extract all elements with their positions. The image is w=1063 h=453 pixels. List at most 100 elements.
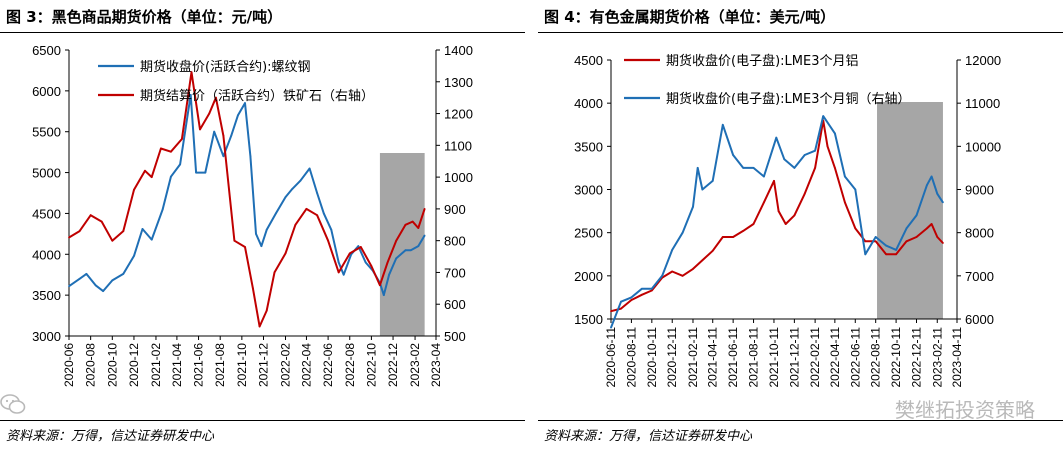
y-right-tick-label: 1000 (444, 170, 473, 185)
x-tick-label: 2020-08-11 (624, 327, 638, 388)
data-point (696, 167, 699, 169)
data-point (230, 134, 233, 137)
data-point (161, 208, 164, 211)
x-tick-label: 2021-04-11 (706, 327, 720, 388)
data-point (905, 240, 908, 243)
data-point (777, 210, 780, 213)
data-point (199, 128, 201, 131)
legend-label: 期货收盘价(活跃合约):螺纹钢 (140, 59, 311, 75)
data-point (237, 114, 239, 117)
data-point (244, 102, 246, 104)
y-right-tick-label: 12000 (965, 53, 1001, 68)
x-tick-label: 2022-02-11 (808, 327, 822, 388)
chart-title-bar: 图 4：有色金属期货价格（单位：美元/吨） (538, 2, 1063, 33)
data-point (423, 234, 426, 237)
x-tick-label: 2022-04 (299, 343, 313, 387)
data-point (742, 167, 745, 169)
chart-panel-black-commodities: 图 3：黑色商品期货价格（单位：元/吨） 3000 3500 4000 4500 500… (0, 0, 525, 453)
x-tick-label: 2022-02 (279, 343, 293, 387)
chart-title-bar: 图 3：黑色商品期货价格（单位：元/吨） (0, 2, 525, 33)
data-point (763, 201, 765, 204)
data-point (411, 220, 414, 223)
x-tick-label: 2022-08 (343, 343, 357, 387)
data-point (208, 112, 211, 115)
x-tick-label: 2022-06-11 (848, 327, 862, 388)
data-point (711, 180, 714, 182)
data-point (249, 155, 252, 158)
y-right-tick-label: 500 (444, 329, 466, 344)
data-point (275, 212, 277, 215)
x-tick-label: 2021-12-11 (787, 327, 801, 388)
data-point (160, 147, 162, 150)
data-point (294, 223, 297, 226)
data-point (895, 253, 897, 256)
y-left-tick-label: 3000 (32, 329, 61, 344)
data-point (273, 271, 276, 274)
y-left-tick-label: 2000 (574, 269, 603, 284)
y-right-tick-label: 700 (444, 265, 466, 280)
data-point (936, 192, 939, 195)
data-point (671, 270, 674, 273)
data-point (610, 326, 612, 329)
data-point (85, 273, 88, 275)
y-left-tick-label: 4000 (32, 247, 61, 262)
data-point (404, 249, 407, 252)
data-point (701, 188, 704, 191)
data-point (773, 180, 775, 182)
data-point (348, 252, 351, 255)
data-point (308, 167, 311, 170)
data-point (190, 71, 193, 74)
data-point (357, 245, 360, 248)
data-point (742, 230, 745, 232)
x-tick-label: 2020-10-11 (645, 327, 659, 388)
data-point (681, 274, 684, 277)
data-point (94, 284, 97, 287)
data-point (661, 274, 664, 277)
data-point (732, 236, 734, 238)
y-left-tick-label: 6500 (32, 43, 61, 58)
shaded-region (877, 102, 943, 319)
x-tick-label: 2021-10-11 (767, 327, 781, 388)
chart-title: 图 3：黑色商品期货价格（单位：元/吨） (6, 8, 283, 26)
data-point (620, 300, 622, 303)
data-point (681, 231, 684, 234)
data-point (204, 171, 207, 174)
data-point (215, 96, 217, 99)
data-point (122, 273, 125, 275)
y-left-tick-label: 4500 (32, 206, 61, 221)
chart-panel-nonferrous-metals: 图 4：有色金属期货价格（单位：美元/吨） 1500 2000 2500 3000 35… (538, 0, 1063, 453)
data-point (671, 249, 674, 251)
data-point (711, 249, 714, 252)
data-point (854, 227, 857, 230)
legend-label: 期货结算价（活跃合约）铁矿石（右轴） (140, 88, 374, 104)
y-left-tick-label: 4000 (574, 96, 603, 111)
y-right-tick-label: 1100 (444, 138, 472, 153)
data-point (370, 265, 373, 267)
data-point (150, 238, 153, 241)
data-point (822, 115, 825, 117)
x-tick-label: 2022-12-11 (910, 327, 924, 388)
chart-svg: 1500 2000 2500 3000 3500 4000 4500 6000 7000 8000… (574, 53, 1001, 388)
data-point (102, 290, 104, 292)
data-point (395, 239, 398, 242)
y-left-tick-label: 3500 (32, 288, 61, 303)
x-tick-label: 2022-10-11 (889, 327, 903, 388)
data-point (252, 287, 254, 290)
x-tick-label: 2020-06 (62, 343, 76, 387)
data-point (133, 255, 135, 257)
data-point (885, 244, 887, 247)
data-point (181, 138, 183, 140)
y-right-tick-label: 7000 (965, 269, 994, 284)
data-point (803, 154, 806, 156)
data-point (854, 188, 857, 191)
data-point (936, 236, 939, 238)
data-point (382, 294, 385, 296)
data-point (640, 287, 643, 290)
data-point (265, 228, 268, 231)
x-tick-label: 2021-02-11 (686, 327, 700, 388)
y-right-tick-label: 10000 (965, 139, 1001, 154)
series-line-2 (68, 71, 426, 328)
data-point (404, 223, 407, 226)
data-point (640, 293, 643, 296)
x-tick-label: 2023-04-11 (950, 327, 964, 388)
